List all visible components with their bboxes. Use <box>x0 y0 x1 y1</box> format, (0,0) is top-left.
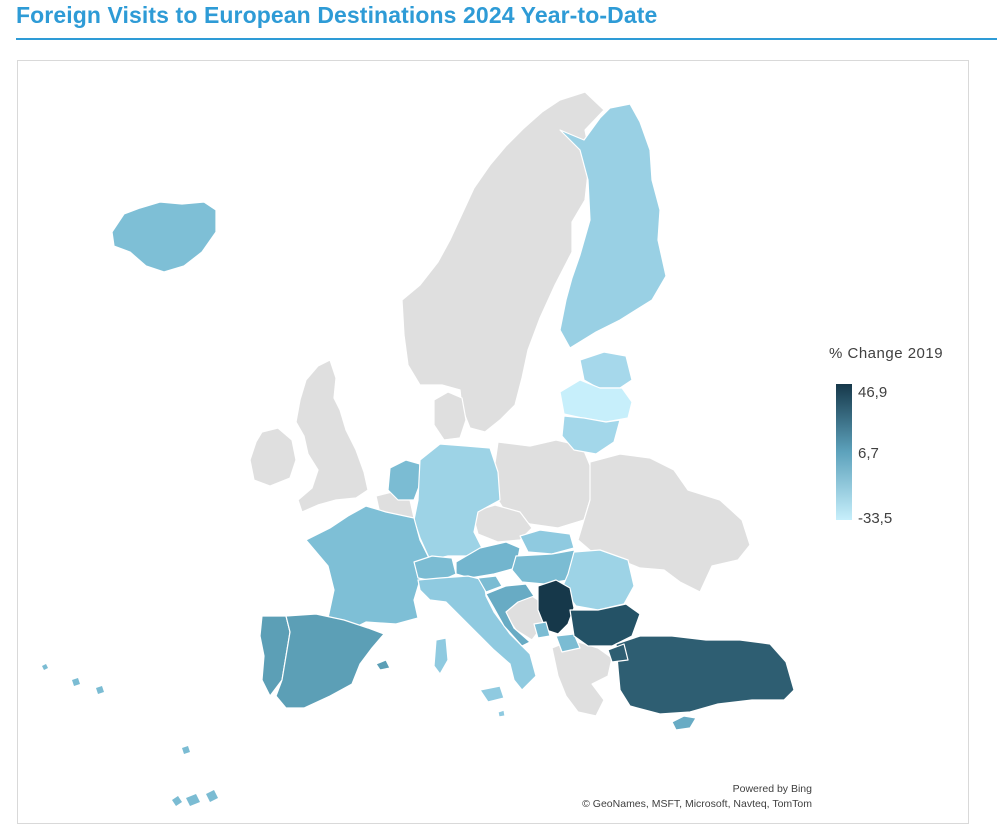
denmark-land <box>433 391 467 441</box>
region-malta <box>497 709 506 718</box>
colored-countries[interactable] <box>111 103 795 731</box>
region-serbia <box>537 579 575 635</box>
greece-land <box>551 639 613 717</box>
region-germany <box>413 443 501 561</box>
region-sardinia <box>433 637 449 675</box>
powered-by-text: Powered by Bing <box>732 783 812 795</box>
region-france <box>305 505 431 633</box>
legend-title: % Change 2019 <box>829 345 944 362</box>
region-iceland <box>111 201 217 273</box>
title-underline <box>16 38 997 40</box>
azores-madeira <box>42 664 190 754</box>
region-turkey <box>615 635 795 715</box>
page-title: Foreign Visits to European Destinations … <box>16 2 658 28</box>
region-finland <box>559 103 667 349</box>
map-sources-text: © GeoNames, MSFT, Microsoft, Navteq, Tom… <box>582 798 812 810</box>
region-netherlands <box>387 459 421 501</box>
region-slovakia <box>519 529 575 555</box>
region-bulgaria <box>569 603 641 647</box>
region-slovenia <box>477 575 503 593</box>
region-north-macedonia <box>555 633 581 653</box>
canary-islands <box>172 790 218 806</box>
region-turkey-thrace <box>607 643 629 663</box>
no-data-land <box>249 91 751 717</box>
legend-max-label: 46,9 <box>858 384 888 401</box>
atlantic-islands <box>42 664 218 806</box>
region-spain <box>275 613 385 709</box>
ireland-land <box>249 427 297 487</box>
norway-sweden-land <box>401 91 605 433</box>
region-croatia <box>485 583 535 647</box>
region-lithuania <box>561 415 621 455</box>
region-montenegro <box>533 621 551 639</box>
region-latvia <box>559 379 633 423</box>
region-cyprus <box>671 715 697 731</box>
region-balearics <box>375 659 391 671</box>
region-estonia <box>579 351 633 389</box>
legend-mid-label: 6,7 <box>858 445 879 462</box>
uk-land <box>295 359 369 513</box>
legend-color-scale <box>836 384 852 520</box>
region-sicily <box>479 685 505 703</box>
legend-min-label: -33,5 <box>858 510 893 527</box>
